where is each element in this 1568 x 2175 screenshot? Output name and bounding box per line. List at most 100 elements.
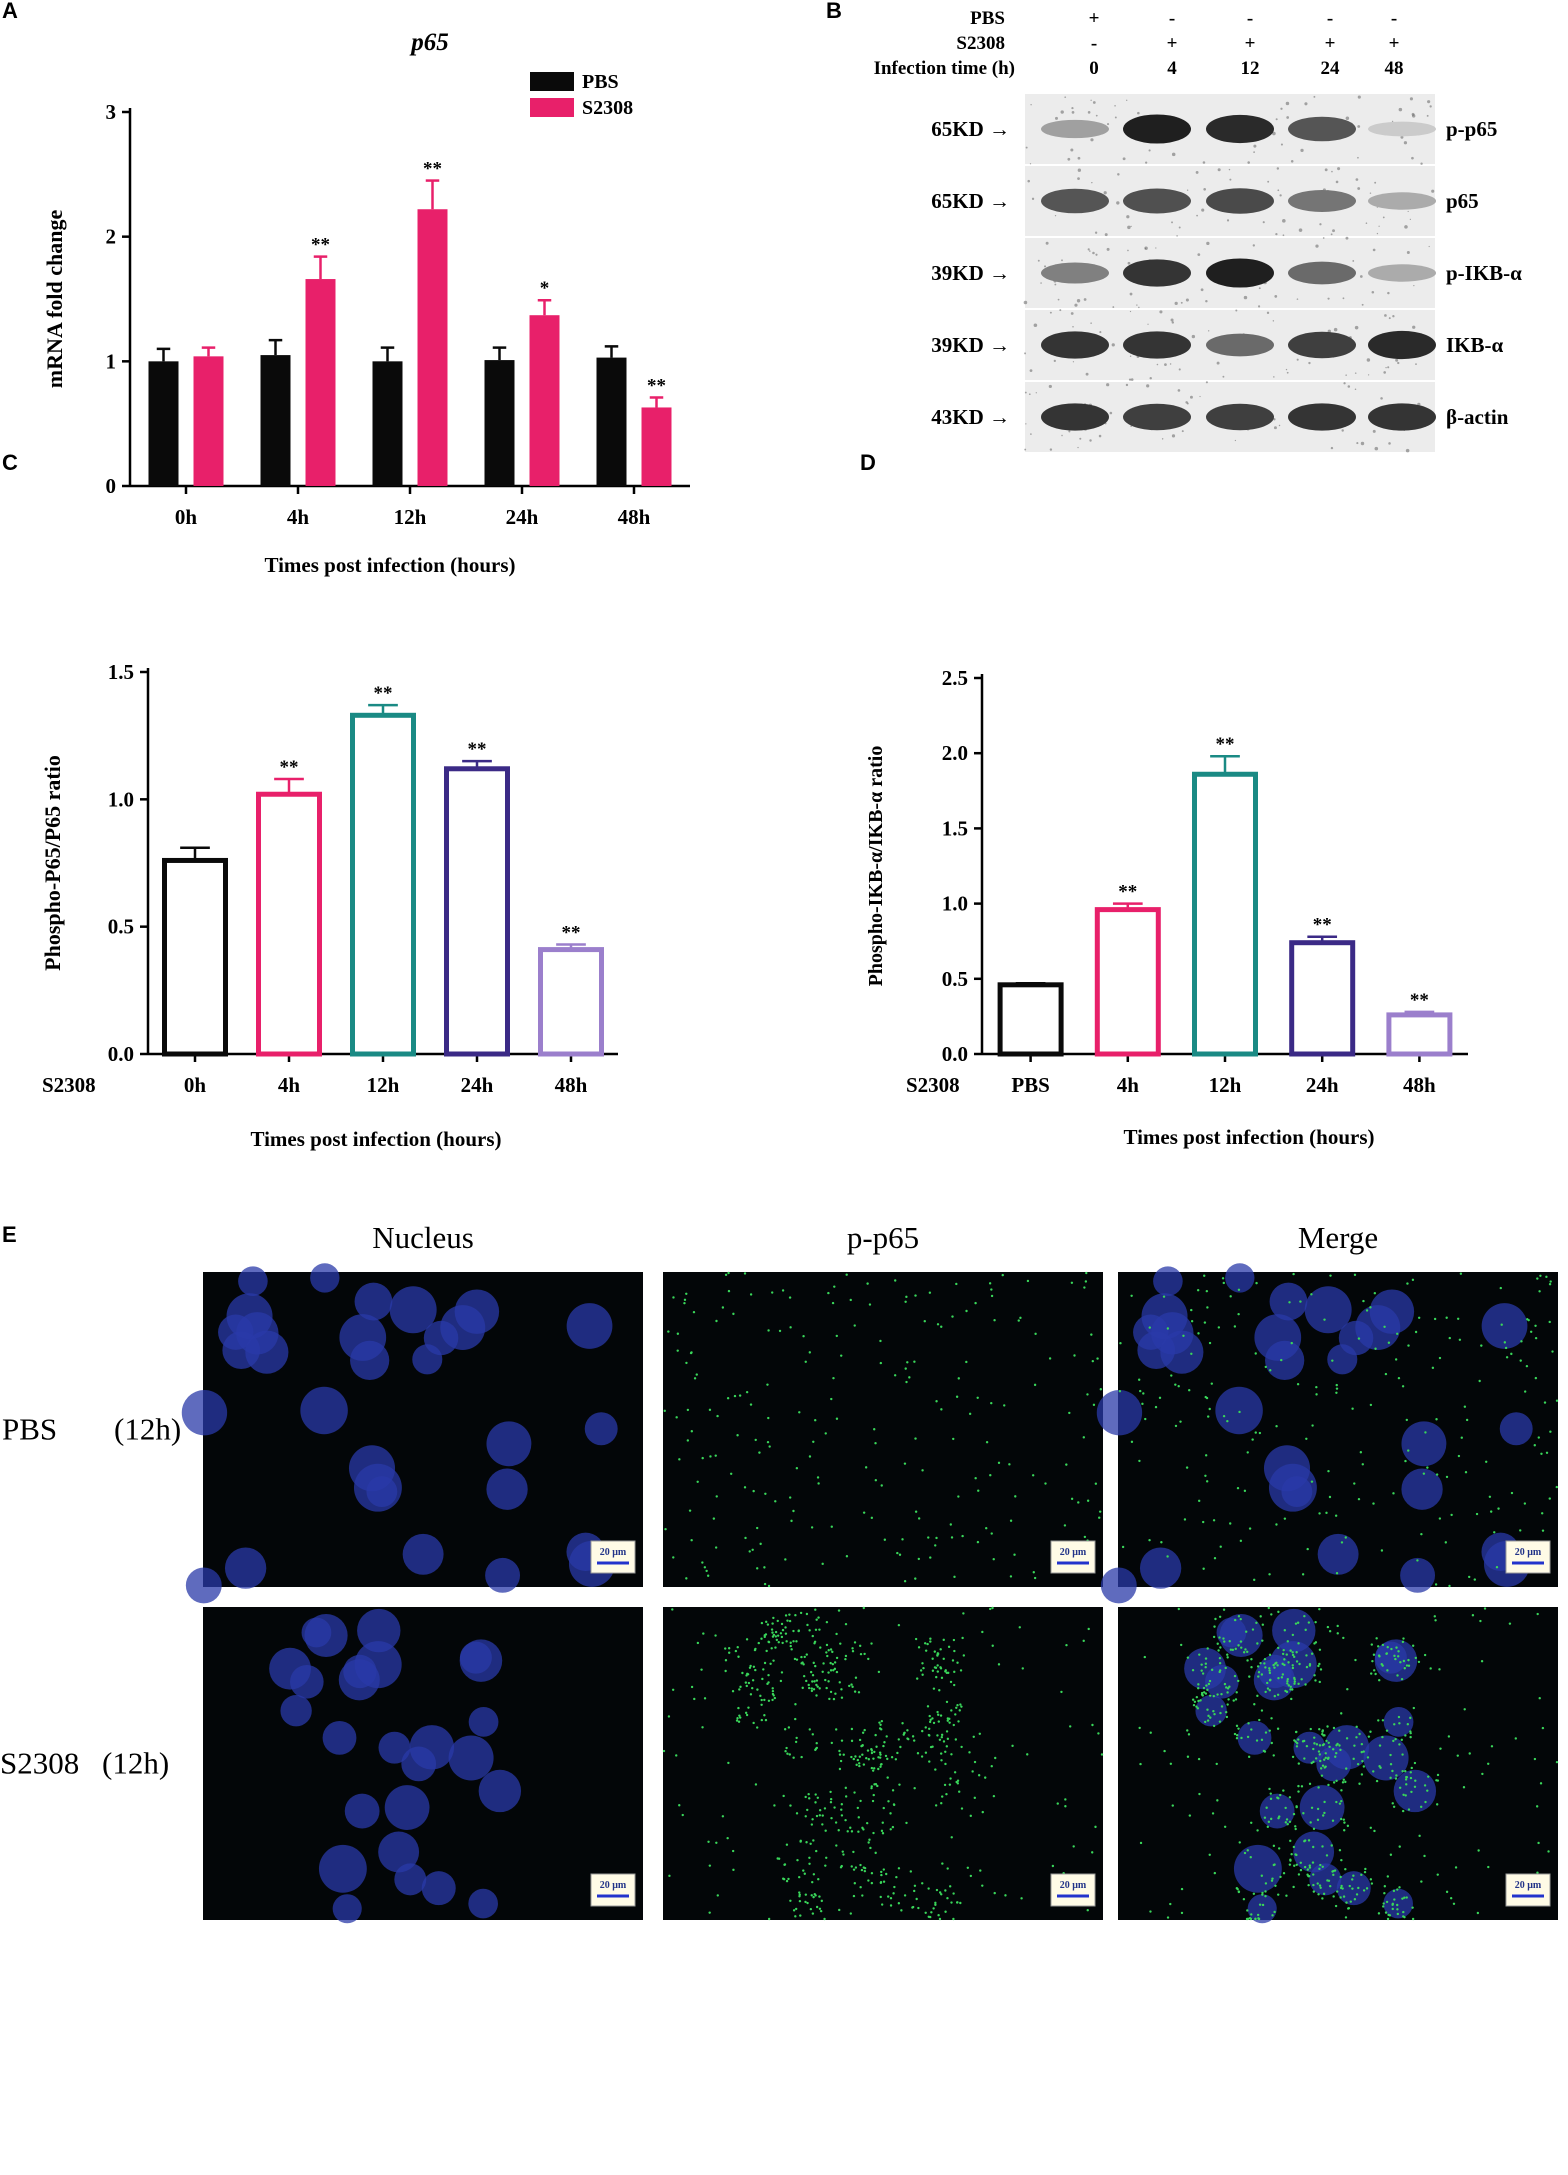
p-p65-signal-dot	[1315, 1385, 1318, 1389]
p-p65-signal-dot	[1362, 1765, 1366, 1768]
p-p65-signal-dot	[994, 1756, 997, 1760]
p-p65-signal-dot	[721, 1306, 725, 1309]
p-p65-signal-dot	[835, 1632, 838, 1636]
p-p65-signal-dot	[1166, 1916, 1170, 1919]
p-p65-signal-dot	[784, 1626, 787, 1629]
p-p65-signal-dot	[810, 1823, 814, 1826]
p-p65-signal-dot	[935, 1888, 939, 1892]
p-p65-signal-dot	[1222, 1281, 1225, 1285]
p-p65-signal-dot	[747, 1706, 750, 1709]
blot-condition-value: +	[1089, 8, 1100, 29]
p-p65-signal-dot	[1424, 1431, 1427, 1434]
p-p65-signal-dot	[810, 1687, 814, 1690]
p-p65-signal-dot	[868, 1303, 872, 1306]
p-p65-signal-dot	[676, 1332, 680, 1335]
x-axis-label: Times post infection (hours)	[264, 553, 515, 577]
nucleus-blob	[1247, 1894, 1277, 1924]
p-p65-signal-dot	[1336, 1742, 1339, 1746]
p-p65-signal-dot	[1438, 1517, 1442, 1520]
p-p65-signal-dot	[920, 1755, 924, 1758]
p-p65-signal-dot	[1396, 1908, 1399, 1911]
p-p65-signal-dot	[805, 1841, 808, 1844]
blot-condition-value: +	[1245, 33, 1256, 54]
p-p65-signal-dot	[815, 1694, 818, 1697]
p-p65-signal-dot	[1203, 1274, 1206, 1277]
p-p65-signal-dot	[815, 1618, 818, 1621]
p-p65-signal-dot	[872, 1757, 875, 1760]
p-p65-signal-dot	[1386, 1669, 1389, 1672]
p-p65-signal-dot	[1480, 1660, 1484, 1663]
p-p65-signal-dot	[1325, 1511, 1328, 1515]
p-p65-signal-dot	[756, 1567, 759, 1570]
p-p65-signal-dot	[901, 1538, 904, 1541]
blot-speck	[1127, 225, 1131, 230]
p-p65-signal-dot	[950, 1753, 953, 1756]
p-p65-signal-dot	[1258, 1718, 1261, 1722]
p-p65-signal-dot	[1548, 1283, 1552, 1286]
p-p65-signal-dot	[668, 1874, 671, 1878]
p-p65-signal-dot	[1360, 1750, 1363, 1754]
p-p65-signal-dot	[1304, 1628, 1307, 1632]
p-p65-signal-dot	[921, 1673, 924, 1676]
p-p65-signal-dot	[1218, 1662, 1222, 1665]
blot-speck	[1330, 233, 1333, 236]
p-p65-signal-dot	[953, 1649, 956, 1653]
blot-speck	[1228, 168, 1231, 171]
p-p65-signal-dot	[1318, 1884, 1322, 1887]
p-p65-signal-dot	[1401, 1753, 1404, 1756]
p-p65-signal-dot	[709, 1455, 712, 1458]
p-p65-signal-dot	[1537, 1436, 1540, 1439]
nucleus-blob	[185, 1567, 222, 1604]
p-p65-signal-dot	[810, 1894, 813, 1897]
p-p65-signal-dot	[1177, 1607, 1181, 1611]
p-p65-signal-dot	[812, 1839, 815, 1842]
p-p65-signal-dot	[1292, 1655, 1296, 1659]
p-p65-signal-dot	[1237, 1312, 1240, 1316]
blot-speck	[1035, 392, 1037, 394]
blot-speck	[1083, 298, 1087, 301]
p-p65-signal-dot	[950, 1901, 953, 1904]
p-p65-signal-dot	[813, 1680, 816, 1683]
p-p65-signal-dot	[1383, 1892, 1386, 1895]
p-p65-signal-dot	[814, 1747, 818, 1751]
p-p65-signal-dot	[924, 1911, 927, 1914]
p-p65-signal-dot	[1330, 1844, 1333, 1847]
scale-bar-label: 20 μm	[1515, 1880, 1542, 1891]
p-p65-signal-dot	[782, 1877, 786, 1881]
p-p65-signal-dot	[1303, 1840, 1306, 1843]
p-p65-signal-dot	[1092, 1403, 1096, 1407]
p-p65-signal-dot	[939, 1667, 943, 1670]
p-p65-signal-dot	[802, 1674, 806, 1678]
p-p65-signal-dot	[882, 1868, 885, 1871]
p-p65-signal-dot	[1239, 1539, 1243, 1543]
p-p65-signal-dot	[701, 1726, 704, 1729]
p-p65-signal-dot	[678, 1804, 681, 1807]
p-p65-signal-dot	[783, 1863, 786, 1867]
p-p65-signal-dot	[672, 1296, 675, 1299]
p-p65-signal-dot	[751, 1686, 754, 1690]
p-p65-signal-dot	[852, 1868, 856, 1871]
nucleus-blob	[1481, 1303, 1528, 1349]
nucleus-blob	[1363, 1735, 1409, 1781]
p-p65-signal-dot	[1310, 1293, 1313, 1296]
p-p65-signal-dot	[1285, 1690, 1289, 1694]
p-p65-signal-dot	[870, 1751, 874, 1755]
p-p65-signal-dot	[1331, 1748, 1335, 1751]
p-p65-signal-dot	[1308, 1864, 1311, 1867]
p-p65-signal-dot	[789, 1496, 792, 1499]
p-p65-signal-dot	[857, 1762, 861, 1765]
p-p65-signal-dot	[1256, 1829, 1259, 1832]
p-p65-signal-dot	[997, 1663, 1001, 1666]
p-p65-signal-dot	[678, 1458, 681, 1461]
p-p65-signal-dot	[772, 1659, 775, 1662]
p-p65-signal-dot	[840, 1803, 844, 1806]
p-p65-signal-dot	[724, 1659, 728, 1662]
p-p65-signal-dot	[1345, 1737, 1349, 1740]
p-p65-signal-dot	[1464, 1471, 1468, 1474]
p-p65-signal-dot	[1303, 1614, 1306, 1618]
p-p65-signal-dot	[870, 1881, 874, 1885]
p-p65-signal-dot	[1268, 1729, 1271, 1732]
p-p65-signal-dot	[1370, 1882, 1374, 1885]
p-p65-signal-dot	[931, 1745, 934, 1748]
p-p65-signal-dot	[946, 1719, 949, 1722]
